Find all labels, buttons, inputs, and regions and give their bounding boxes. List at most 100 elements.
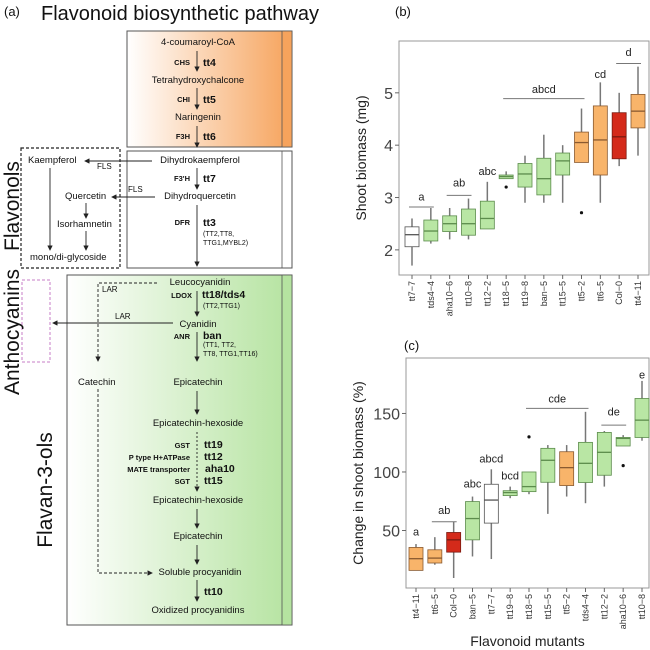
compound-isorhamnetin: Isorhamnetin bbox=[57, 219, 112, 230]
y-tick-label: 2 bbox=[384, 243, 393, 260]
enzyme-lar: LAR bbox=[102, 285, 118, 294]
significance-letter: abc bbox=[464, 479, 482, 491]
compound-epicatechin-hexoside: Epicatechin-hexoside bbox=[152, 495, 244, 506]
box-tt19−8 bbox=[517, 163, 533, 188]
x-tick-label: ban−5 bbox=[539, 281, 549, 306]
flavan-3-ols-strip bbox=[281, 274, 293, 626]
enzyme-gst: GST bbox=[174, 441, 190, 450]
box-tt10−8 bbox=[634, 398, 650, 438]
x-axis-title: Flavonoid mutants bbox=[470, 633, 584, 649]
x-tick-label: tt19−8 bbox=[505, 594, 515, 619]
x-tick-label: tt6−5 bbox=[430, 594, 440, 614]
pathway-title: Flavonoid biosynthetic pathway bbox=[41, 3, 319, 25]
early-steps-strip bbox=[281, 30, 293, 148]
compound-epicatechin: Epicatechin bbox=[173, 531, 223, 542]
compound-glycoside: mono/di-glycoside bbox=[30, 252, 107, 263]
x-tick-label: tds4−4 bbox=[426, 281, 436, 308]
box-ban−5 bbox=[465, 501, 480, 541]
box-aha10−6 bbox=[615, 437, 631, 447]
compound-cyanidin: Cyanidin bbox=[179, 319, 217, 330]
significance-letter: ab bbox=[438, 505, 450, 517]
box-Col−0 bbox=[611, 112, 627, 160]
compound-naringenin: Naringenin bbox=[175, 112, 221, 123]
enzyme-ldox: LDOX bbox=[171, 291, 192, 300]
compound-dihydroquercetin: Dihydroquercetin bbox=[164, 191, 236, 202]
x-tick-label: tt15−5 bbox=[558, 281, 568, 306]
compound-tetrahydroxychalcone: Tetrahydroxychalcone bbox=[151, 75, 245, 86]
gene-tt5: tt5 bbox=[203, 94, 216, 106]
enzyme-mate-transporter: MATE transporter bbox=[127, 465, 190, 474]
enzyme-sgt: SGT bbox=[174, 477, 190, 486]
outlier-point bbox=[527, 435, 531, 439]
box-Col−0 bbox=[446, 532, 462, 553]
box-tt18−5 bbox=[521, 471, 537, 493]
plot-frame bbox=[398, 40, 650, 276]
gene-tt18-tds4: tt18/tds4 bbox=[202, 289, 246, 301]
significance-letter: a bbox=[418, 191, 425, 203]
significance-letter: e bbox=[639, 369, 645, 381]
y-tick-label: 150 bbox=[373, 406, 400, 423]
box-tt7−7 bbox=[404, 226, 420, 248]
outlier-point bbox=[579, 211, 584, 215]
significance-letter: de bbox=[608, 407, 620, 419]
regulators-ban: TT8, TTG1,TT16) bbox=[203, 351, 258, 358]
compound-oxidized-procyanidins: Oxidized procyanidins bbox=[151, 605, 245, 616]
x-tick-label: tt6−5 bbox=[595, 281, 605, 301]
flavonols-box bbox=[20, 147, 121, 269]
compound-leucocyanidin: Leucocyanidin bbox=[169, 277, 231, 288]
significance-letter: cde bbox=[548, 393, 566, 405]
box-tt15−5 bbox=[555, 152, 571, 176]
compound-catechin: Catechin bbox=[78, 377, 116, 388]
significance-letter: bcd bbox=[501, 470, 519, 482]
compound-dihydrokaempferol: Dihydrokaempferol bbox=[160, 155, 240, 166]
gene-tt6: tt6 bbox=[203, 131, 216, 143]
box-tt7−7 bbox=[483, 483, 499, 524]
y-tick-label: 100 bbox=[373, 465, 400, 482]
box-tt10−8 bbox=[461, 208, 476, 236]
significance-letter: abcd bbox=[479, 454, 503, 466]
x-tick-label: tt4−11 bbox=[633, 281, 643, 306]
x-tick-label: tt15−5 bbox=[543, 594, 553, 619]
x-tick-label: tt18−5 bbox=[524, 594, 534, 619]
x-tick-label: ban−5 bbox=[468, 594, 478, 619]
enzyme-dfr: DFR bbox=[174, 218, 190, 227]
gene-tt12: tt12 bbox=[204, 451, 223, 463]
x-tick-label: tt7−7 bbox=[407, 281, 417, 301]
x-tick-label: aha10−6 bbox=[618, 594, 628, 629]
x-tick-label: tt12−2 bbox=[599, 594, 609, 619]
x-tick-label: tt12−2 bbox=[482, 281, 492, 306]
regulators-tt18: (TT2,TTG1) bbox=[203, 303, 240, 310]
enzyme-fls: FLS bbox=[97, 162, 112, 171]
early-steps-box bbox=[126, 30, 293, 148]
box-tt12−2 bbox=[479, 200, 495, 230]
enzyme-chs: CHS bbox=[174, 58, 190, 67]
significance-letter: a bbox=[413, 527, 420, 539]
compound-kaempferol: Kaempferol bbox=[28, 155, 77, 166]
gene-tt19: tt19 bbox=[204, 439, 223, 451]
dfr-steps-box bbox=[126, 150, 293, 269]
box-tt12−2 bbox=[596, 432, 612, 476]
x-tick-label: Col−0 bbox=[449, 594, 459, 618]
enzyme-f3ph: F3'H bbox=[174, 174, 190, 183]
pathway-arrows bbox=[47, 51, 200, 602]
gene-tt15: tt15 bbox=[204, 475, 223, 487]
flavan-3-ols-box bbox=[66, 274, 293, 626]
gene-ban: ban bbox=[203, 330, 222, 342]
enzyme-f3h: F3H bbox=[175, 132, 190, 141]
x-tick-label: tt7−7 bbox=[486, 594, 496, 614]
significance-letter: abc bbox=[478, 166, 496, 178]
x-tick-label: Col−0 bbox=[614, 281, 624, 305]
compound-epicatechin: Epicatechin bbox=[173, 377, 223, 388]
compound-soluble-procyanidin: Soluble procyanidin bbox=[158, 567, 242, 578]
x-tick-label: tds4−4 bbox=[581, 594, 591, 621]
gene-aha10: aha10 bbox=[205, 463, 235, 475]
significance-letter: ab bbox=[453, 177, 465, 189]
y-axis-title: Shoot biomass (mg) bbox=[353, 95, 369, 220]
enzyme-chi: CHI bbox=[177, 95, 190, 104]
enzyme-anr: ANR bbox=[173, 332, 190, 341]
box-tt6−5 bbox=[427, 549, 443, 564]
